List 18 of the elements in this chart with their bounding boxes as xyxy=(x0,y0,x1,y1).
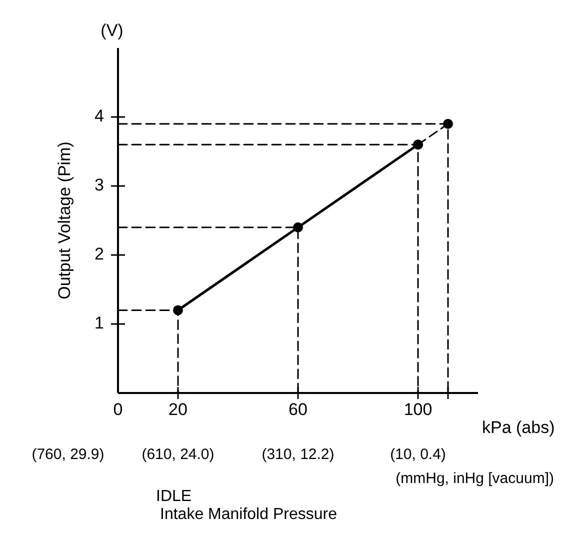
text: (10, 0.4) xyxy=(390,446,446,463)
y-axis-title: Output Voltage (Pim) xyxy=(55,142,74,300)
text: kPa (abs) xyxy=(482,418,555,437)
y-tick-label: 4 xyxy=(94,106,104,126)
x-tick-label: 60 xyxy=(288,400,308,419)
text: (760, 29.9) xyxy=(32,446,104,463)
y-tick-label: 1 xyxy=(94,313,104,332)
x-tick-label: 20 xyxy=(168,400,188,419)
x-tick-label: 0 xyxy=(113,400,123,419)
text: (mmHg, inHg [vacuum]) xyxy=(396,470,554,487)
x-tick-label: 100 xyxy=(404,400,432,419)
text: (V) xyxy=(100,21,124,40)
text: (610, 24.0) xyxy=(142,446,214,463)
y-tick-label: 3 xyxy=(94,175,104,194)
text: (310, 12.2) xyxy=(262,446,334,463)
text: IDLE xyxy=(156,488,192,505)
text: Intake Manifold Pressure xyxy=(160,506,338,523)
y-tick-label: 2 xyxy=(94,244,104,264)
